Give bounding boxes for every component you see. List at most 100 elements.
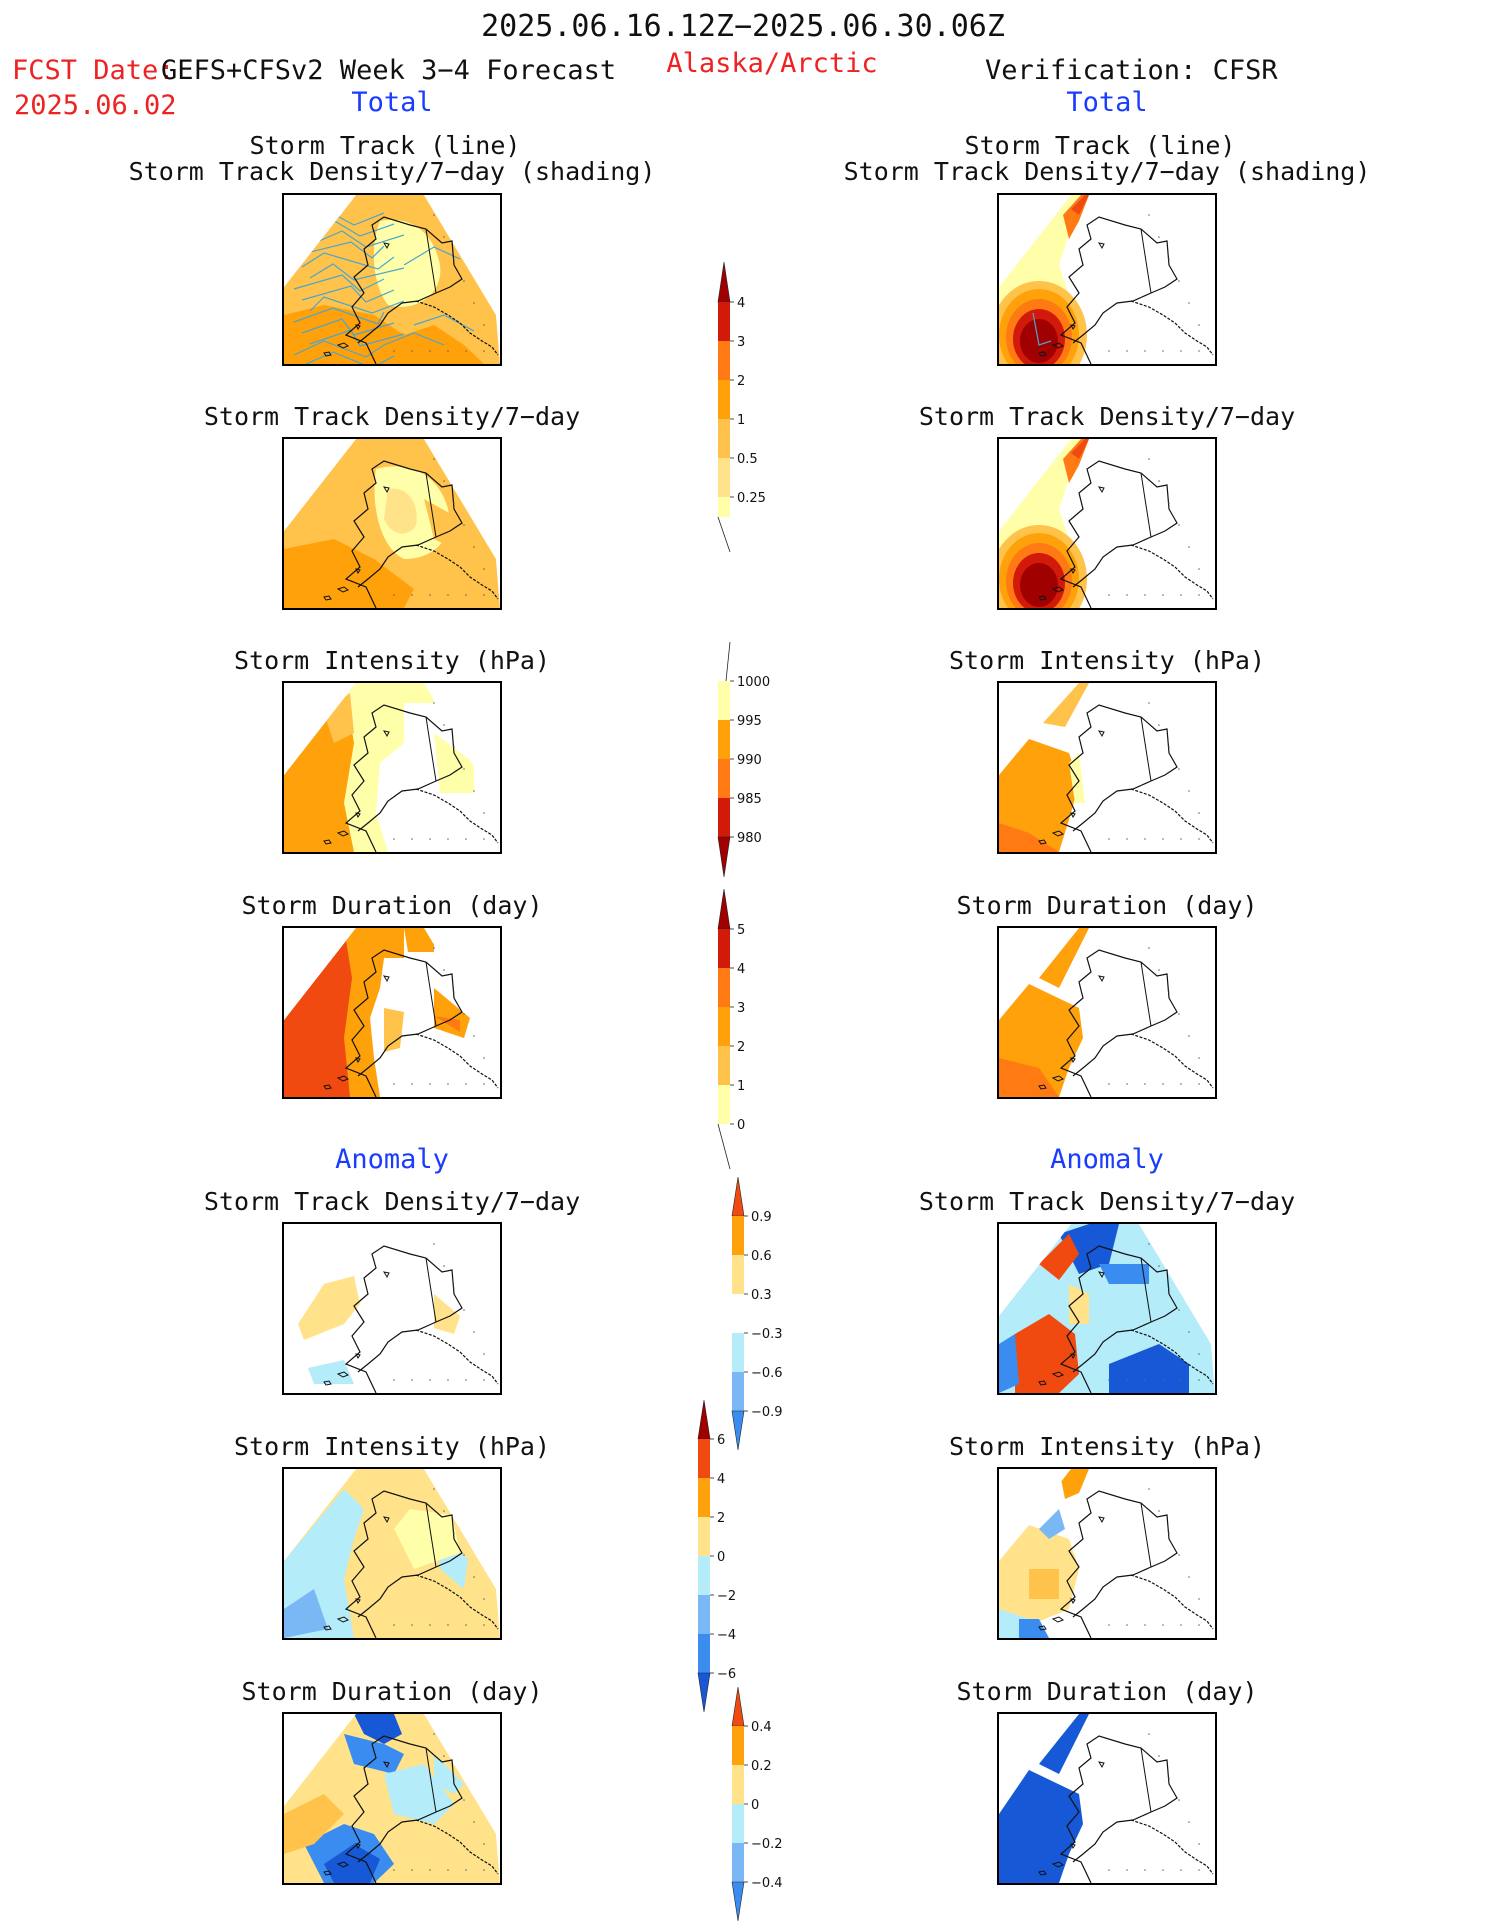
map-right-anom-density-region-4	[1015, 1314, 1079, 1393]
cb-anom-density-label-3: −0.3	[751, 1327, 783, 1342]
map-left-anom-duration-region-7	[434, 1754, 464, 1794]
map-left-duration-region-2	[404, 928, 434, 952]
map-left-duration	[282, 926, 502, 1099]
cb-density-label-4: 0.5	[737, 452, 758, 467]
map-right-intensity-region-2	[999, 823, 1059, 852]
cb-density-label-2: 2	[737, 374, 745, 389]
model-label: GEFS+CFSv2 Week 3−4 Forecast	[161, 55, 617, 86]
map-left-anom-density-region-1	[434, 1294, 460, 1334]
map-left-density-region-3	[384, 488, 417, 534]
map-right-track	[997, 193, 1217, 366]
period-title: 2025.06.16.12Z−2025.06.30.06Z	[481, 9, 1005, 44]
title-track-shading-left: Storm Track Density/7−day (shading)	[128, 157, 656, 186]
region-label: Alaska/Arctic	[666, 48, 878, 79]
cb-intensity-label-1: 995	[737, 714, 762, 729]
map-right-intensity-svg	[999, 683, 1214, 852]
map-left-intensity-svg	[284, 683, 499, 852]
cb-intensity-label-0: 1000	[737, 675, 770, 690]
cb-anom-duration-label-0: 0.4	[751, 1720, 772, 1735]
title-anom-density-right: Storm Track Density/7−day	[918, 1187, 1296, 1216]
map-right-track-region-5	[1020, 319, 1058, 363]
cb-anom-intensity-label-2: 2	[717, 1511, 725, 1526]
title-anom-density-left: Storm Track Density/7−day	[203, 1187, 581, 1216]
colorbar-duration-total-svg: 5 4 3 2 1 0	[717, 888, 745, 1170]
map-right-density-svg	[999, 439, 1214, 608]
map-right-density	[997, 437, 1217, 610]
cb-density-label-3: 1	[737, 413, 745, 428]
title-intensity-right: Storm Intensity (hPa)	[948, 646, 1266, 675]
map-left-intensity-region-3	[324, 693, 354, 743]
map-left-anom-density	[282, 1222, 502, 1395]
fcst-date-value: 2025.06.02	[14, 90, 177, 121]
map-left-anom-intensity	[282, 1467, 502, 1640]
map-left-anom-duration-region-6	[284, 1794, 344, 1854]
map-left-intensity-region-1	[344, 683, 434, 852]
map-left-density-svg	[284, 439, 500, 608]
cb-anom-intensity-label-6: −6	[717, 1667, 736, 1682]
map-left-intensity-region-2	[434, 733, 474, 793]
cb-anom-intensity-label-0: 6	[717, 1433, 725, 1448]
cb-density-label-5: 0.25	[737, 491, 766, 506]
cb-duration-label-5: 0	[737, 1118, 745, 1133]
title-track-shading-right: Storm Track Density/7−day (shading)	[843, 157, 1371, 186]
title-anom-intensity-right: Storm Intensity (hPa)	[948, 1432, 1266, 1461]
map-right-anom-density-region-5	[999, 1334, 1019, 1393]
cb-anom-duration-label-1: 0.2	[751, 1759, 772, 1774]
map-right-anom-density	[997, 1222, 1217, 1395]
title-anom-duration-left: Storm Duration (day)	[241, 1677, 543, 1706]
colorbar-intensity-anom: 6 4 2 0 −2 −4 −6	[697, 1399, 758, 1724]
cb-duration-label-0: 5	[737, 923, 745, 938]
colorbar-intensity-total-svg: 1000 995 990 985 980	[717, 641, 770, 878]
cb-anom-density-label-4: −0.6	[751, 1366, 783, 1381]
map-left-track-svg	[284, 195, 500, 364]
cb-duration-label-2: 3	[737, 1001, 745, 1016]
cb-anom-density-label-2: 0.3	[751, 1288, 772, 1303]
cb-anom-duration-label-4: −0.4	[751, 1876, 783, 1891]
map-left-anom-intensity-region-4	[394, 1509, 460, 1569]
map-right-anom-intensity-region-3	[1039, 1509, 1065, 1539]
colorbar-duration-anom: 0.4 0.2 0 −0.2 −0.4	[731, 1686, 792, 1926]
map-left-anom-density-svg	[298, 1243, 499, 1393]
cb-anom-density-label-0: 0.9	[751, 1210, 772, 1225]
map-left-anom-duration-region-4	[324, 1844, 380, 1883]
map-left-anom-duration-region-5	[384, 1764, 454, 1824]
cb-anom-duration-label-2: 0	[751, 1798, 759, 1813]
colorbar-duration-anom-svg: 0.4 0.2 0 −0.2 −0.4	[731, 1686, 783, 1922]
map-right-anom-density-region-3	[1109, 1344, 1189, 1393]
map-right-track-svg	[999, 195, 1214, 364]
title-anom-intensity-left: Storm Intensity (hPa)	[233, 1432, 551, 1461]
map-left-density-region-1	[284, 539, 414, 608]
map-right-intensity-region-0	[999, 739, 1079, 852]
map-right-anom-duration-svg	[999, 1714, 1214, 1883]
section-anomaly-right: Anomaly	[1050, 1144, 1164, 1175]
title-density-left: Storm Track Density/7−day	[203, 402, 581, 431]
cb-duration-label-1: 4	[737, 962, 745, 977]
cb-density-label-0: 4	[737, 296, 745, 311]
map-left-anom-duration-region-1	[354, 1714, 402, 1744]
colorbar-intensity-total: 1000 995 990 985 980	[717, 641, 778, 881]
cb-anom-intensity-label-1: 4	[717, 1472, 725, 1487]
map-left-track-region-1	[284, 305, 484, 364]
cb-anom-intensity-label-5: −4	[717, 1628, 736, 1643]
map-left-intensity	[282, 681, 502, 854]
map-right-duration-region-1	[999, 1058, 1059, 1097]
map-right-anom-density-svg	[999, 1224, 1215, 1393]
map-left-duration-svg	[284, 928, 499, 1097]
map-right-duration-svg	[999, 928, 1214, 1097]
map-right-anom-intensity-svg	[999, 1469, 1214, 1638]
title-intensity-left: Storm Intensity (hPa)	[233, 646, 551, 675]
map-left-track-region-3	[382, 234, 413, 289]
cb-density-label-1: 3	[737, 335, 745, 350]
map-left-anom-duration	[282, 1712, 502, 1885]
map-right-intensity	[997, 681, 1217, 854]
cb-anom-duration-label-3: −0.2	[751, 1837, 783, 1852]
cb-anom-density-label-5: −0.9	[751, 1405, 783, 1420]
fcst-date-label: FCST Date:	[12, 55, 175, 86]
map-left-anom-density-region-2	[308, 1360, 354, 1384]
section-anomaly-left: Anomaly	[335, 1144, 449, 1175]
cb-anom-intensity-label-3: 0	[717, 1550, 725, 1565]
map-right-anom-intensity-region-4	[1059, 1469, 1089, 1499]
cb-anom-density-label-1: 0.6	[751, 1249, 772, 1264]
map-right-density-region-5	[1020, 563, 1058, 607]
title-track-line-right: Storm Track (line)	[964, 131, 1236, 160]
